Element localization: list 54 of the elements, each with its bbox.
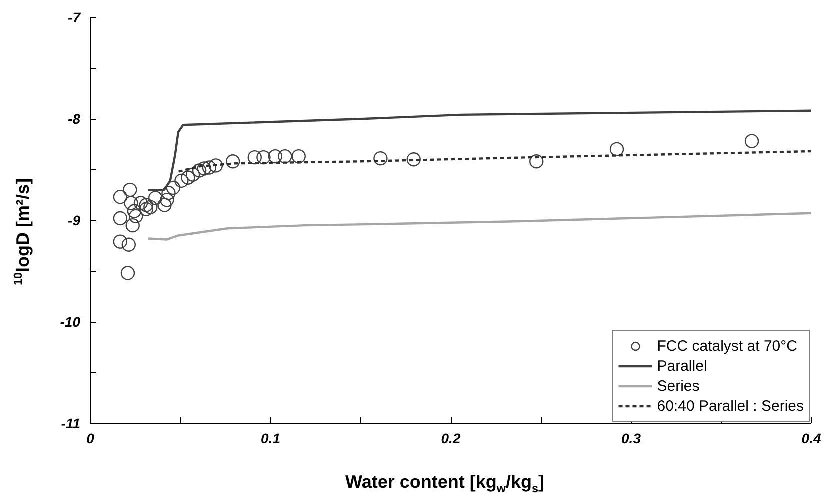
point <box>192 164 207 178</box>
point <box>292 149 306 164</box>
point <box>610 142 624 157</box>
point <box>144 200 158 214</box>
point <box>248 150 262 165</box>
y-tick-label: -11 <box>61 416 81 432</box>
point <box>162 186 176 200</box>
y-tick-label: -7 <box>68 10 82 26</box>
point <box>278 149 292 164</box>
x-tick-label: 0.3 <box>622 430 642 446</box>
point <box>186 168 200 182</box>
point <box>374 152 388 166</box>
point <box>202 160 217 175</box>
legend-label: Parallel <box>657 356 708 376</box>
legend-label: FCC catalyst at 70°C <box>657 336 798 356</box>
point <box>744 134 760 148</box>
point <box>166 180 181 196</box>
x-tick-label: 0.1 <box>261 430 281 446</box>
line-series <box>147 212 812 241</box>
point <box>123 182 138 198</box>
point <box>120 266 136 280</box>
point <box>160 193 174 208</box>
point <box>134 196 148 210</box>
point <box>268 149 283 164</box>
x-tick-label: 0 <box>86 430 95 446</box>
point <box>148 191 163 206</box>
y-tick-label: -8 <box>68 111 81 127</box>
x-tick-label: 0.2 <box>441 430 461 446</box>
point <box>129 209 144 224</box>
point <box>181 170 196 185</box>
point <box>113 211 128 226</box>
point <box>127 204 142 218</box>
legend-label: 60:40 Parallel : Series <box>657 396 804 416</box>
point <box>197 162 212 176</box>
point <box>158 198 172 212</box>
point <box>113 234 128 249</box>
y-tick-label: -10 <box>60 314 81 330</box>
point <box>226 154 240 169</box>
point <box>208 158 224 173</box>
point <box>139 202 154 216</box>
line-series <box>178 150 812 173</box>
point <box>126 218 140 233</box>
x-axis-title: Water content [kg$_{w}$/kg$_{s}$] <box>346 471 544 493</box>
point <box>174 174 189 188</box>
x-tick-label: 0.4 <box>802 430 822 446</box>
point <box>124 196 138 210</box>
point <box>406 152 421 167</box>
point <box>530 154 544 169</box>
point <box>113 190 128 204</box>
point <box>139 198 154 212</box>
point <box>256 150 271 165</box>
point <box>122 238 136 252</box>
y-tick-label: -9 <box>68 212 81 228</box>
legend-label: Series <box>657 376 700 396</box>
